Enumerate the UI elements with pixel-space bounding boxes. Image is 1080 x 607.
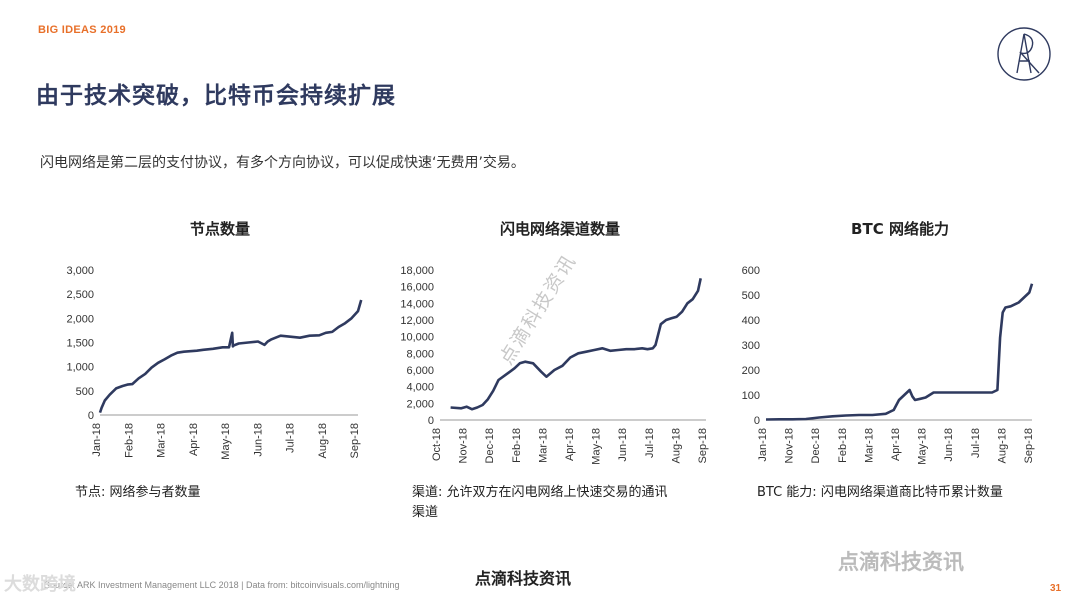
series-line (450, 278, 702, 411)
y-tick-label: 3,000 (66, 265, 94, 277)
footer-watermark-right: 点滴科技资讯 (838, 550, 964, 574)
page-title: 由于技术突破，比特币会持续扩展 (36, 83, 396, 109)
x-tick-label: Nov-18 (784, 428, 796, 463)
y-tick-label: 500 (742, 290, 760, 302)
y-tick-label: 16,000 (400, 282, 434, 294)
y-tick-label: 2,000 (406, 398, 434, 410)
x-tick-label: Jan-18 (91, 423, 103, 457)
y-tick-label: 12,000 (400, 315, 434, 327)
x-tick-label: Sep-18 (349, 423, 361, 458)
page-subtitle: 闪电网络是第二层的支付协议，有多个方向协议，可以促成快速‘无费用’交易。 (40, 155, 525, 171)
y-tick-label: 2,000 (66, 313, 94, 325)
series-line (765, 283, 1034, 421)
x-tick-label: Apr-18 (890, 428, 902, 461)
x-tick-label: May-18 (220, 423, 232, 460)
y-tick-label: 18,000 (400, 265, 434, 277)
x-tick-label: May-18 (591, 428, 603, 465)
y-tick-label: 1,000 (66, 362, 94, 374)
x-tick-label: Jul-18 (970, 428, 982, 458)
x-tick-label: Apr-18 (188, 423, 200, 456)
x-tick-label: Dec-18 (484, 428, 496, 463)
chart-capacity: BTC 网络能力 0 100 200 300 400 500 600 Jan-18 Nov-18… (730, 210, 1070, 530)
x-tick-label: Aug-18 (670, 428, 682, 463)
chart-nodes: 节点数量 0 500 1,000 1,500 2,000 2,500 3,000 Jan-18… (50, 210, 390, 530)
y-tick-label: 0 (88, 410, 94, 422)
y-tick-label: 4,000 (406, 382, 434, 394)
x-tick-label: Nov-18 (458, 428, 470, 463)
x-tick-label: Mar-18 (537, 428, 549, 463)
chart-channels: 闪电网络渠道数量 0 2,000 4,000 6,000 8,000 10,000 12,0… (390, 210, 730, 530)
y-tick-label: 6,000 (406, 365, 434, 377)
chart-svg: 0 500 1,000 1,500 2,000 2,500 3,000 Jan-18 Feb-1… (66, 265, 363, 460)
x-tick-label: Jul-18 (644, 428, 656, 458)
caption-nodes: 节点: 网络参与者数量 (75, 485, 201, 500)
y-tick-label: 400 (742, 315, 760, 327)
footer-source: Source: ARK Investment Management LLC 20… (44, 580, 400, 590)
x-tick-label: Jun-18 (943, 428, 955, 462)
x-tick-label: Oct-18 (431, 428, 443, 461)
x-tick-label: Jun-18 (617, 428, 629, 462)
ark-logo (997, 27, 1051, 81)
series-line (98, 299, 363, 414)
y-tick-label: 10,000 (400, 332, 434, 344)
x-tick-label: Jun-18 (252, 423, 264, 457)
y-tick-label: 14,000 (400, 298, 434, 310)
y-tick-label: 2,500 (66, 289, 94, 301)
x-tick-label: Mar-18 (156, 423, 168, 458)
x-tick-label: Apr-18 (564, 428, 576, 461)
chart-title: BTC 网络能力 (851, 220, 949, 238)
x-tick-label: Feb-18 (123, 423, 135, 458)
y-tick-label: 200 (742, 365, 760, 377)
x-tick-label: Feb-18 (837, 428, 849, 463)
y-tick-label: 300 (742, 340, 760, 352)
x-tick-label: Sep-18 (1023, 428, 1035, 463)
caption-channels: 渠道: 允许双方在闪电网络上快速交易的通讯渠道 (412, 485, 668, 520)
x-tick-label: Feb-18 (511, 428, 523, 463)
x-tick-label: Jan-18 (757, 428, 769, 462)
chart-svg: 0 100 200 300 400 500 600 Jan-18 Nov-18 Dec-18 Feb… (742, 265, 1035, 465)
x-tick-label: Aug-18 (996, 428, 1008, 463)
footer-brand: 点滴科技资讯 (475, 569, 572, 588)
x-tick-label: May-18 (917, 428, 929, 465)
x-tick-label: Sep-18 (697, 428, 709, 463)
chart-svg: 0 2,000 4,000 6,000 8,000 10,000 12,000 14,000 1… (400, 265, 709, 465)
chart-title: 闪电网络渠道数量 (499, 220, 620, 238)
y-tick-label: 600 (742, 265, 760, 277)
header-tag: BIG IDEAS 2019 (38, 24, 126, 36)
footer-watermark-left: 大数跨境 (4, 574, 76, 595)
y-tick-label: 0 (428, 415, 434, 427)
y-tick-label: 8,000 (406, 348, 434, 360)
y-tick-label: 500 (76, 386, 94, 398)
y-tick-label: 0 (754, 415, 760, 427)
x-tick-label: Mar-18 (863, 428, 875, 463)
x-tick-label: Jul-18 (285, 423, 297, 453)
x-tick-label: Dec-18 (810, 428, 822, 463)
caption-capacity: BTC 能力: 闪电网络渠道商比特币累计数量 (757, 485, 1003, 500)
x-tick-label: Aug-18 (317, 423, 329, 458)
y-tick-label: 100 (742, 390, 760, 402)
chart-title: 节点数量 (189, 220, 250, 238)
y-tick-label: 1,500 (66, 338, 94, 350)
page-number: 31 (1050, 583, 1062, 594)
